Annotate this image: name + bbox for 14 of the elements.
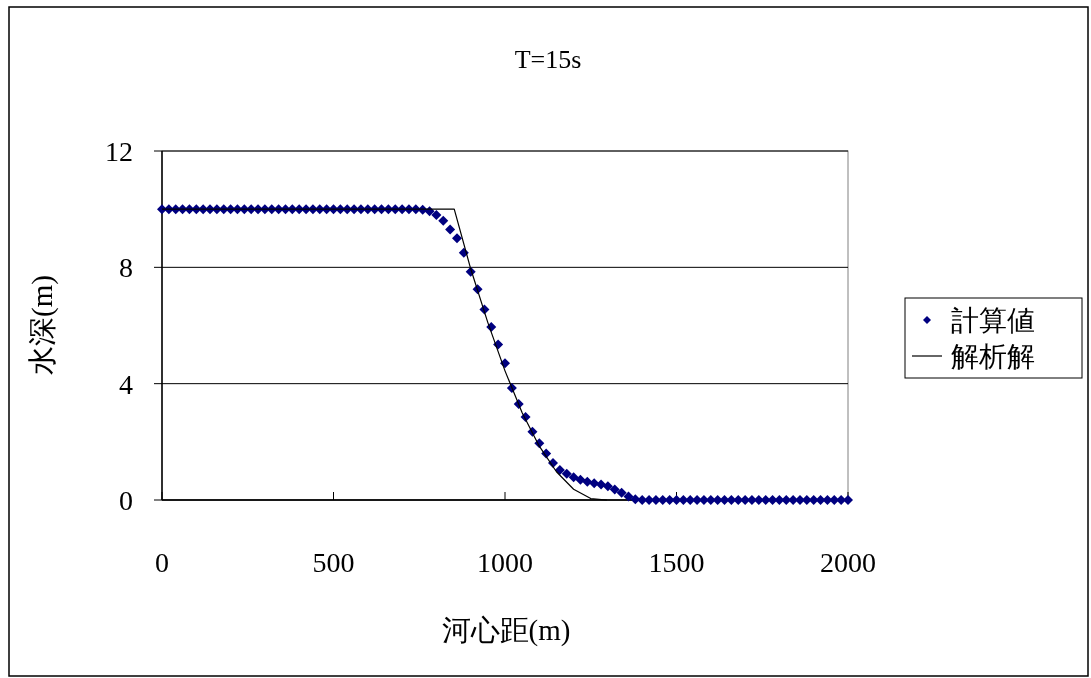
x-tick-label: 2000 — [820, 547, 876, 578]
y-tick-label: 4 — [119, 368, 133, 400]
chart-title: T=15s — [514, 45, 582, 74]
legend-label: 計算値 — [951, 305, 1035, 336]
y-axis-title: 水深(m) — [26, 275, 59, 375]
y-tick-label: 12 — [105, 136, 133, 167]
legend-label: 解析解 — [951, 341, 1035, 372]
x-axis-title: 河心距(m) — [441, 614, 571, 647]
y-tick-label: 0 — [119, 485, 133, 516]
x-tick-label: 1000 — [477, 547, 533, 578]
y-tick-label: 8 — [119, 252, 133, 284]
x-tick-label: 0 — [155, 547, 169, 578]
x-tick-label: 1500 — [648, 547, 705, 578]
x-tick-label: 500 — [312, 547, 355, 578]
